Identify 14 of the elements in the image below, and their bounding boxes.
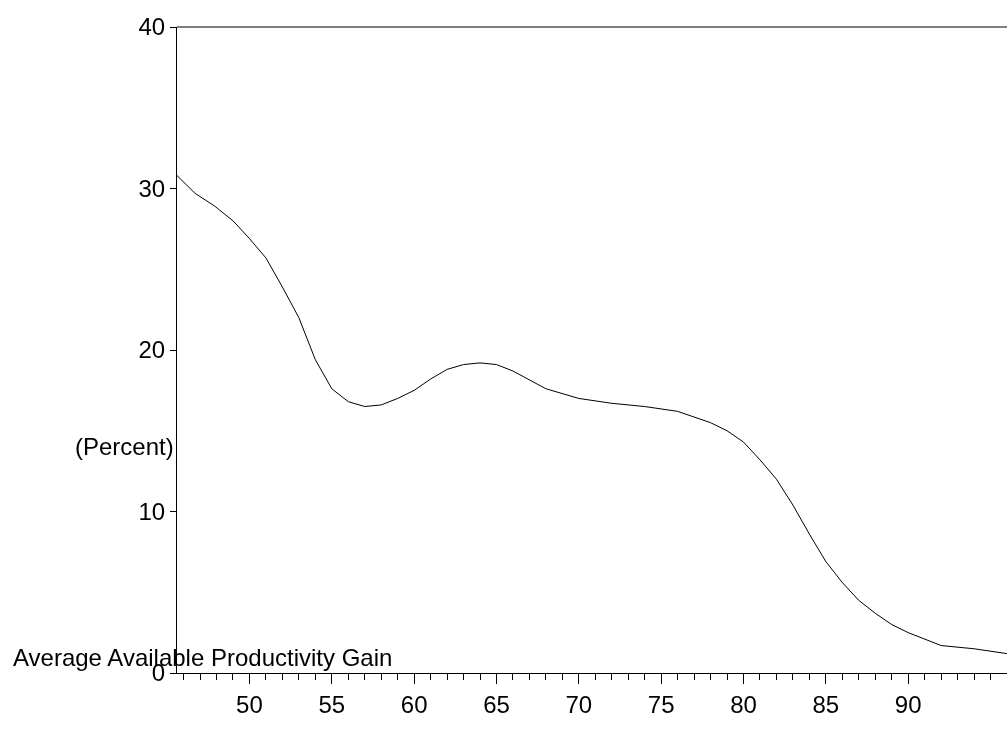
y-tick-label: 30 [138,174,166,202]
x-tick-label: 55 [318,690,346,718]
y-tick-label: 40 [138,13,166,41]
x-tick-label: 85 [812,690,840,718]
x-tick-label: 70 [565,690,593,718]
y-tick-label: 10 [138,497,166,525]
x-tick-label: 90 [894,690,922,718]
x-tick-label: 50 [236,690,263,718]
x-tick-label: 80 [730,690,757,718]
y-axis-title: (Percent) [75,433,174,460]
x-tick-label: 65 [483,690,510,718]
x-tick-label: 75 [647,690,675,718]
x-tick-label: 60 [400,690,428,718]
y-tick-label: 20 [138,336,166,364]
